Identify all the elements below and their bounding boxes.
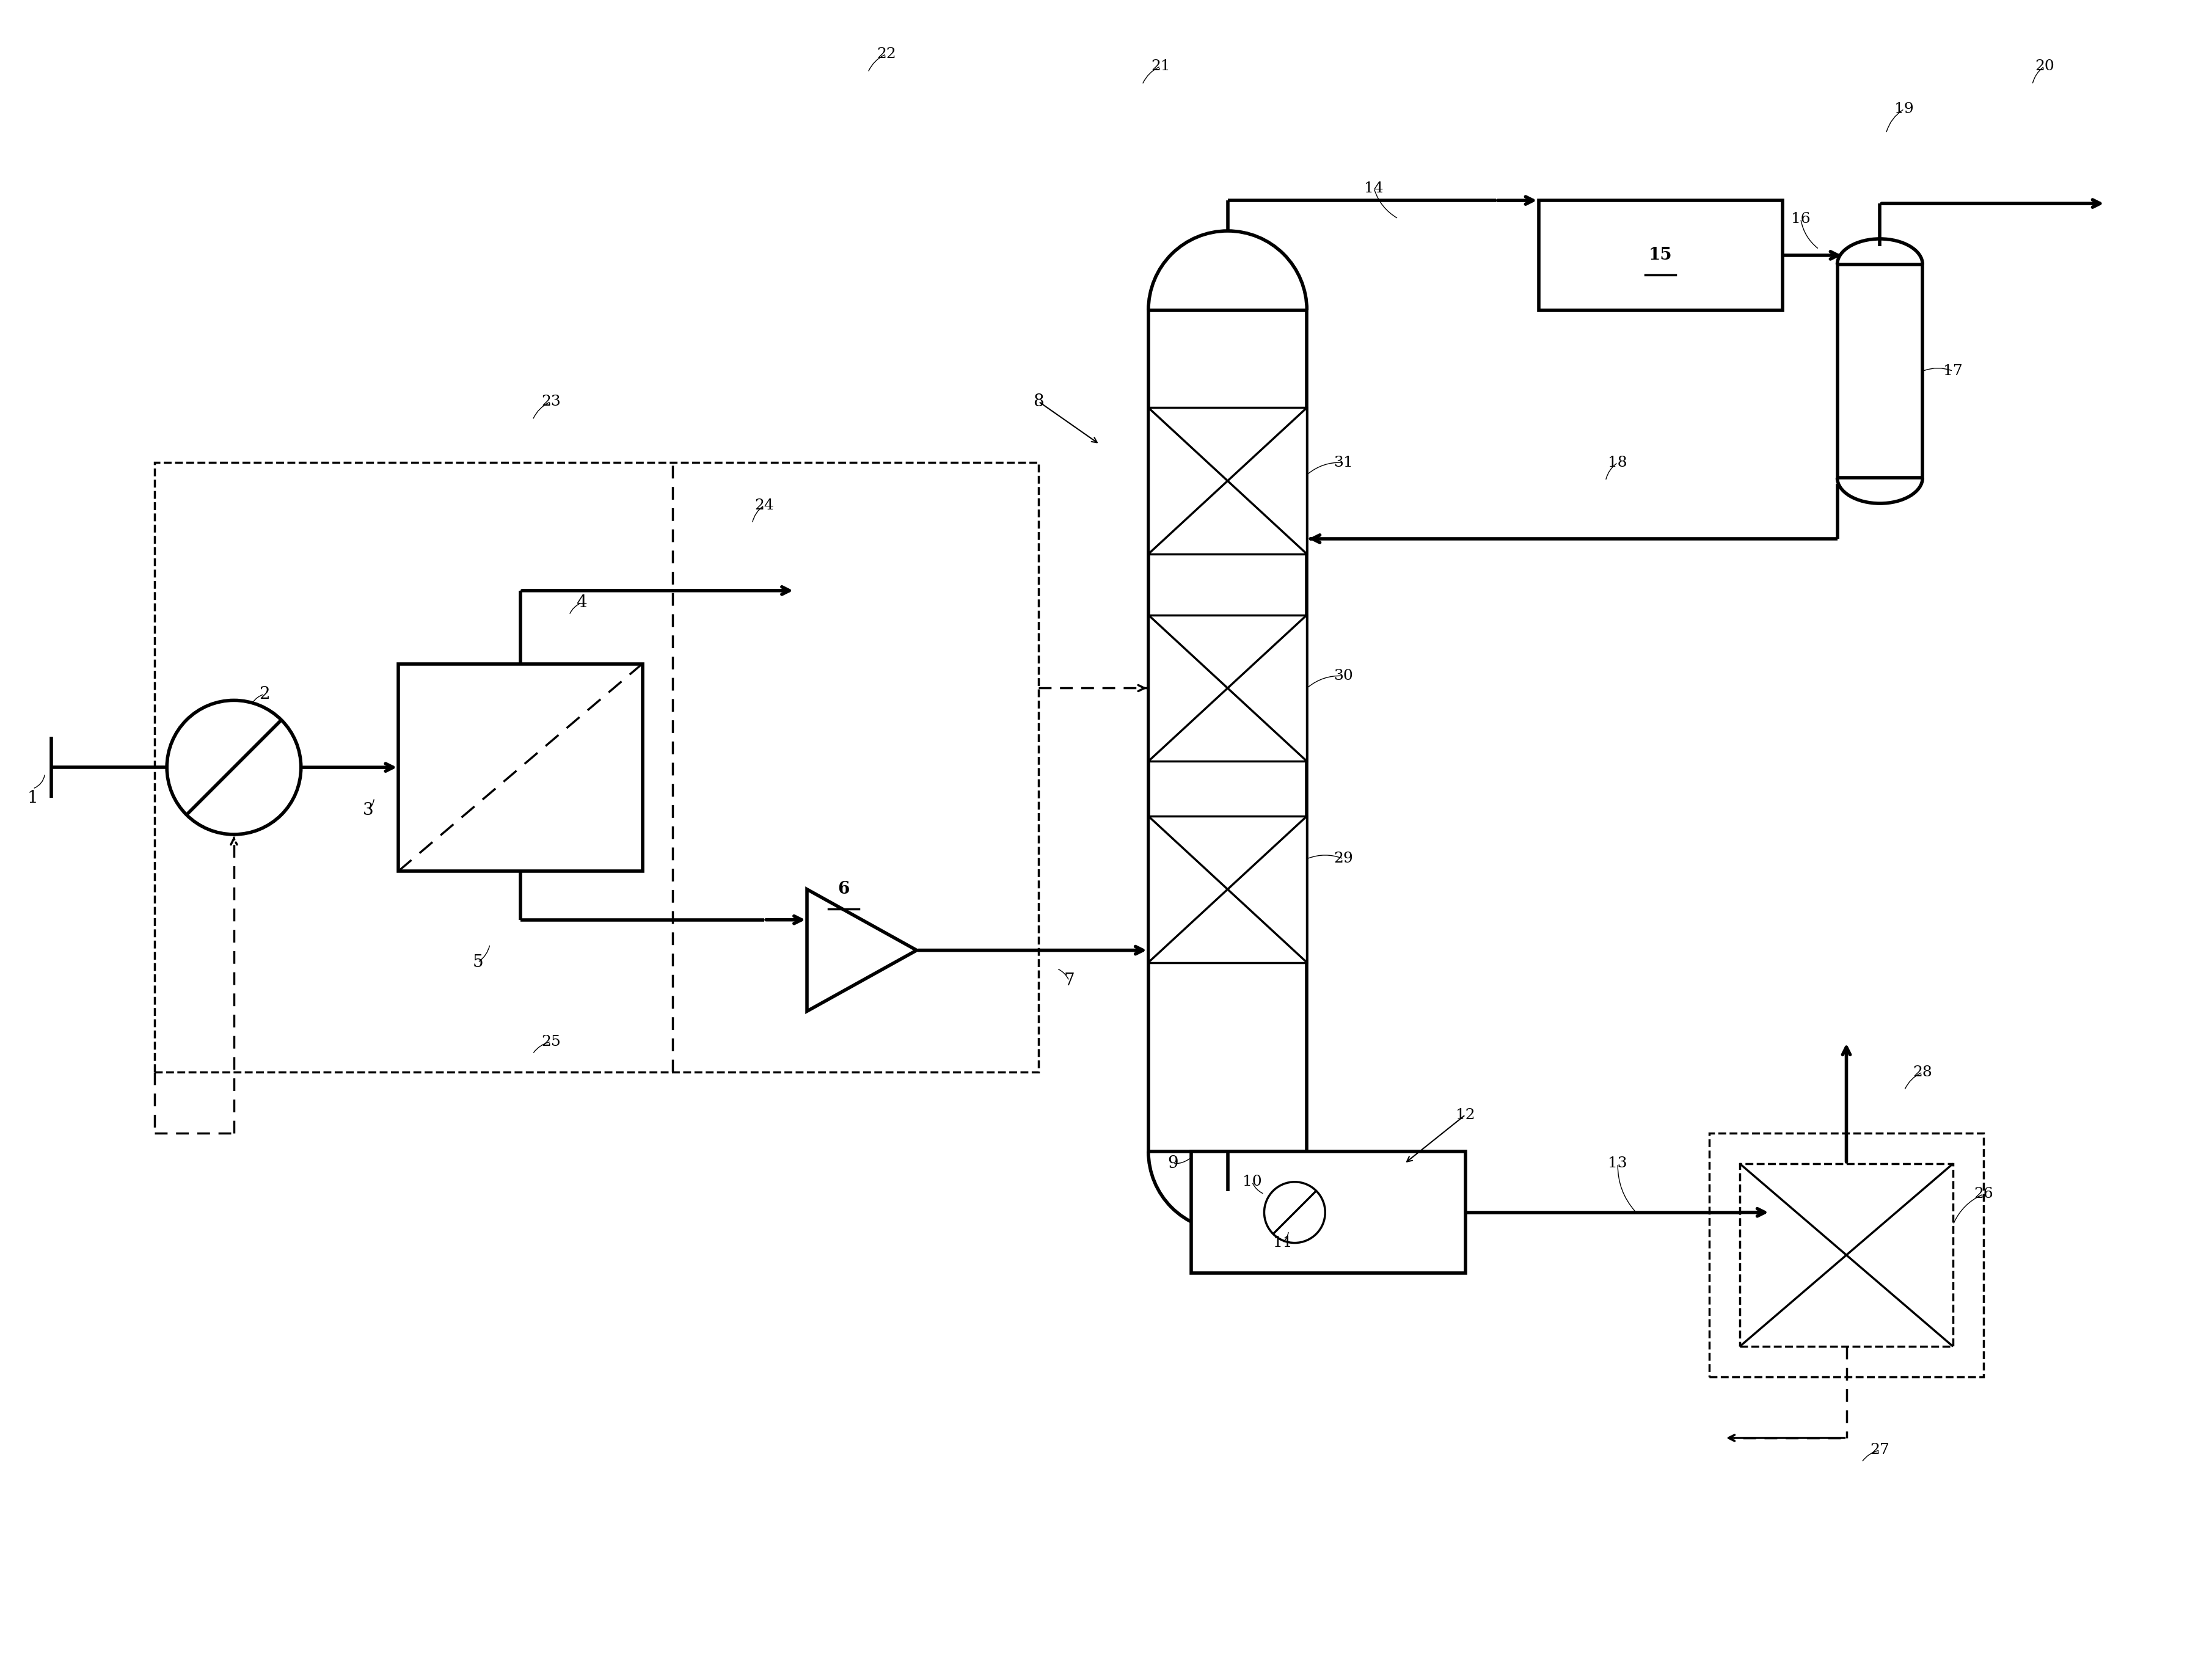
- Text: 31: 31: [1334, 456, 1354, 469]
- Text: 1: 1: [27, 790, 38, 807]
- Text: 24: 24: [754, 498, 774, 512]
- Text: 14: 14: [1365, 182, 1382, 195]
- Text: 16: 16: [1792, 212, 1809, 226]
- Bar: [1148, 817, 1307, 962]
- Text: 29: 29: [1334, 851, 1354, 866]
- Bar: [1148, 615, 1307, 762]
- Text: 28: 28: [1913, 1065, 1933, 1079]
- Bar: [1710, 1134, 1984, 1377]
- Bar: [1540, 200, 1783, 311]
- Bar: [1739, 1164, 1953, 1347]
- Text: 9: 9: [1168, 1155, 1179, 1172]
- Text: 2: 2: [259, 686, 270, 703]
- Text: 6: 6: [838, 881, 849, 898]
- Text: 26: 26: [1973, 1187, 1993, 1202]
- Text: 23: 23: [542, 395, 560, 408]
- Text: 8: 8: [1033, 393, 1044, 410]
- Text: 19: 19: [1896, 102, 1913, 116]
- Bar: [155, 463, 1040, 1073]
- Text: 17: 17: [1944, 364, 1962, 379]
- Bar: [1190, 1152, 1464, 1273]
- Text: 5: 5: [473, 954, 482, 970]
- Text: 12: 12: [1455, 1108, 1475, 1122]
- Text: 25: 25: [542, 1035, 560, 1048]
- Text: 30: 30: [1334, 669, 1354, 683]
- Bar: [1148, 408, 1307, 554]
- Bar: [398, 665, 641, 871]
- Text: 11: 11: [1272, 1236, 1292, 1250]
- Text: 20: 20: [2035, 60, 2055, 73]
- Text: 18: 18: [1608, 456, 1628, 469]
- Text: 27: 27: [1869, 1443, 1889, 1458]
- Text: 22: 22: [876, 46, 896, 61]
- Bar: [1148, 311, 1307, 1152]
- Text: 21: 21: [1150, 60, 1170, 73]
- Bar: [1838, 264, 1922, 478]
- Text: 10: 10: [1243, 1175, 1261, 1189]
- Text: 4: 4: [575, 595, 586, 612]
- Text: 15: 15: [1648, 246, 1672, 263]
- Text: 7: 7: [1064, 972, 1075, 988]
- Text: 13: 13: [1608, 1157, 1628, 1170]
- Text: 3: 3: [363, 802, 374, 818]
